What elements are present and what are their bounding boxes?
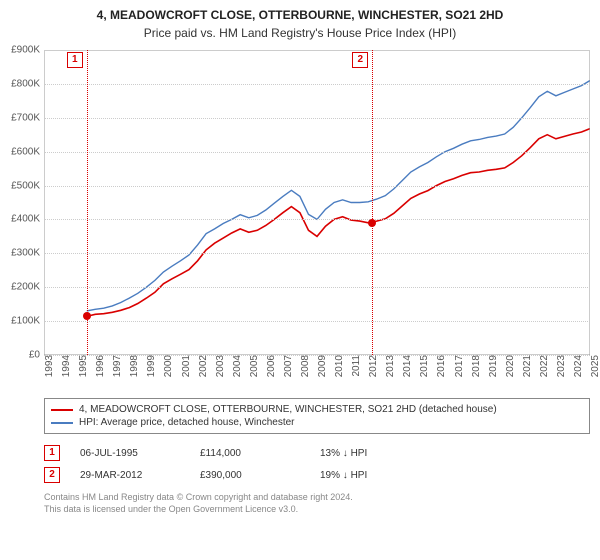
y-axis-label: £700K xyxy=(11,112,40,123)
footnote: Contains HM Land Registry data © Crown c… xyxy=(44,492,590,515)
sales-table: 1 06-JUL-1995£114,00013% ↓ HPI 2 29-MAR-201… xyxy=(44,442,590,486)
x-axis-label: 2013 xyxy=(385,355,396,377)
x-axis-label: 2017 xyxy=(454,355,465,377)
legend-label: 4, MEADOWCROFT CLOSE, OTTERBOURNE, WINCH… xyxy=(79,404,497,415)
sale-marker-line xyxy=(87,50,88,355)
sales-marker-number: 1 xyxy=(44,445,60,461)
sale-marker-line xyxy=(372,50,373,355)
x-axis-label: 2010 xyxy=(334,355,345,377)
x-axis-labels: 1993 1994 1995 1996 1997 1998 1999 2000 2001 2002… xyxy=(44,355,590,390)
sales-price: £114,000 xyxy=(200,448,320,459)
y-axis-label: £800K xyxy=(11,78,40,89)
x-axis-label: 1996 xyxy=(95,355,106,377)
x-axis-label: 2016 xyxy=(436,355,447,377)
gridline xyxy=(44,118,590,119)
x-axis-label: 2009 xyxy=(317,355,328,377)
x-axis-label: 2003 xyxy=(215,355,226,377)
x-axis-label: 2021 xyxy=(522,355,533,377)
sales-diff: 13% ↓ HPI xyxy=(320,448,440,459)
legend-item: 4, MEADOWCROFT CLOSE, OTTERBOURNE, WINCH… xyxy=(51,403,583,416)
sale-marker-box: 1 xyxy=(67,52,83,68)
x-axis-label: 1995 xyxy=(78,355,89,377)
x-axis-label: 2008 xyxy=(300,355,311,377)
sales-row: 2 29-MAR-2012£390,00019% ↓ HPI xyxy=(44,464,590,486)
x-axis-label: 2020 xyxy=(505,355,516,377)
gridline xyxy=(44,321,590,322)
sale-dot xyxy=(368,219,376,227)
legend-swatch xyxy=(51,422,73,424)
gridline xyxy=(44,186,590,187)
x-axis-label: 2022 xyxy=(539,355,550,377)
y-axis-label: £0 xyxy=(29,350,40,361)
x-axis-label: 2005 xyxy=(249,355,260,377)
x-axis-label: 2018 xyxy=(471,355,482,377)
series-line-red xyxy=(87,129,590,317)
chart-area: £0£100K£200K£300K£400K£500K£600K£700K£80… xyxy=(44,50,590,390)
gridline xyxy=(44,287,590,288)
legend-box: 4, MEADOWCROFT CLOSE, OTTERBOURNE, WINCH… xyxy=(44,398,590,434)
y-axis-label: £600K xyxy=(11,146,40,157)
x-axis-label: 2025 xyxy=(590,355,600,377)
title-line-2: Price paid vs. HM Land Registry's House … xyxy=(0,22,600,40)
x-axis-label: 1998 xyxy=(129,355,140,377)
x-axis-label: 2024 xyxy=(573,355,584,377)
sales-price: £390,000 xyxy=(200,470,320,481)
y-axis-label: £300K xyxy=(11,248,40,259)
x-axis-label: 1994 xyxy=(61,355,72,377)
x-axis-label: 2002 xyxy=(198,355,209,377)
x-axis-label: 1993 xyxy=(44,355,55,377)
gridline xyxy=(44,84,590,85)
gridline xyxy=(44,219,590,220)
x-axis-label: 2001 xyxy=(181,355,192,377)
title-line-1: 4, MEADOWCROFT CLOSE, OTTERBOURNE, WINCH… xyxy=(0,0,600,22)
gridline xyxy=(44,253,590,254)
plot-region: £0£100K£200K£300K£400K£500K£600K£700K£80… xyxy=(44,50,590,355)
y-axis-label: £400K xyxy=(11,214,40,225)
sale-dot xyxy=(83,312,91,320)
series-line-blue xyxy=(87,81,590,311)
x-axis-label: 2011 xyxy=(351,355,362,377)
legend-swatch xyxy=(51,409,73,411)
y-axis-label: £900K xyxy=(11,45,40,56)
x-axis-label: 2000 xyxy=(163,355,174,377)
sales-row: 1 06-JUL-1995£114,00013% ↓ HPI xyxy=(44,442,590,464)
line-chart-svg xyxy=(44,50,590,355)
x-axis-label: 1999 xyxy=(146,355,157,377)
legend-label: HPI: Average price, detached house, Winc… xyxy=(79,417,295,428)
footnote-line-2: This data is licensed under the Open Gov… xyxy=(44,504,590,516)
x-axis-label: 2004 xyxy=(232,355,243,377)
sale-marker-box: 2 xyxy=(352,52,368,68)
x-axis-label: 2007 xyxy=(283,355,294,377)
sales-date: 29-MAR-2012 xyxy=(80,470,200,481)
y-axis-label: £100K xyxy=(11,316,40,327)
x-axis-label: 2006 xyxy=(266,355,277,377)
x-axis-label: 2012 xyxy=(368,355,379,377)
x-axis-label: 2023 xyxy=(556,355,567,377)
x-axis-label: 2015 xyxy=(419,355,430,377)
sales-marker-number: 2 xyxy=(44,467,60,483)
sales-diff: 19% ↓ HPI xyxy=(320,470,440,481)
legend-item: HPI: Average price, detached house, Winc… xyxy=(51,416,583,429)
x-axis-label: 1997 xyxy=(112,355,123,377)
y-axis-label: £500K xyxy=(11,180,40,191)
y-axis-label: £200K xyxy=(11,282,40,293)
gridline xyxy=(44,50,590,51)
sales-date: 06-JUL-1995 xyxy=(80,448,200,459)
x-axis-label: 2019 xyxy=(488,355,499,377)
x-axis-label: 2014 xyxy=(402,355,413,377)
footnote-line-1: Contains HM Land Registry data © Crown c… xyxy=(44,492,590,504)
gridline xyxy=(44,152,590,153)
